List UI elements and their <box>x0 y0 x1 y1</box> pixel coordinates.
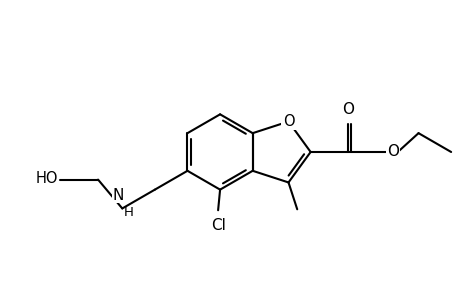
Text: N: N <box>112 188 124 202</box>
Text: O: O <box>282 114 294 129</box>
Text: H: H <box>123 206 133 220</box>
Text: O: O <box>386 145 398 160</box>
Text: Cl: Cl <box>210 218 225 233</box>
Text: O: O <box>341 102 353 117</box>
Text: HO: HO <box>36 171 58 186</box>
